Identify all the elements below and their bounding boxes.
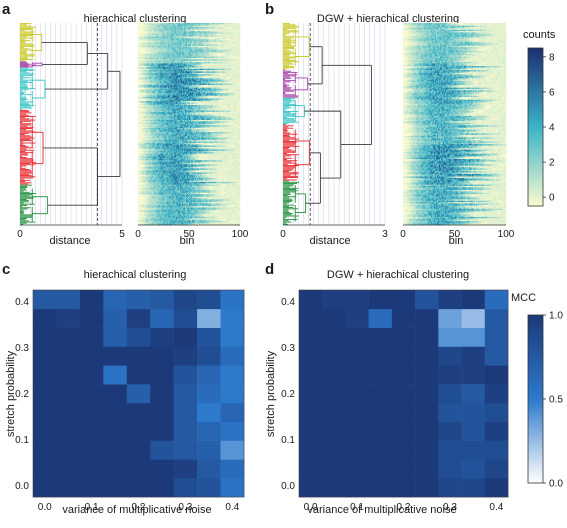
panel-label-a: a [2, 1, 11, 18]
x-tick-label: 5 [119, 229, 125, 240]
panel-label-b: b [265, 1, 274, 18]
x-tick-label: 0 [17, 229, 23, 240]
panel-a-heatmap: 0 50 100 [135, 23, 249, 240]
cluster-3 [20, 68, 45, 109]
panel-label-d: d [265, 261, 274, 278]
cluster-4 [20, 110, 43, 184]
panel-d-title: DGW + hierachical clustering [327, 269, 469, 281]
cluster-1 [20, 24, 42, 61]
panel-b-dendrogram-xlabel: distance [310, 235, 351, 247]
panel-d-xlabel: variance of multiplicative noise [307, 504, 456, 516]
counts-colorbar-label: counts [523, 29, 556, 41]
panel-a-dendrogram-xlabel: distance [50, 235, 91, 247]
panel-d-ylabel: stretch probability [265, 350, 277, 437]
cluster-2 [20, 62, 42, 67]
cluster-5 [20, 185, 48, 224]
panel-label-c: c [2, 261, 10, 278]
mcc-colorbar-label: MCC [511, 292, 536, 304]
panel-c-title: hierachical clustering [84, 269, 187, 281]
